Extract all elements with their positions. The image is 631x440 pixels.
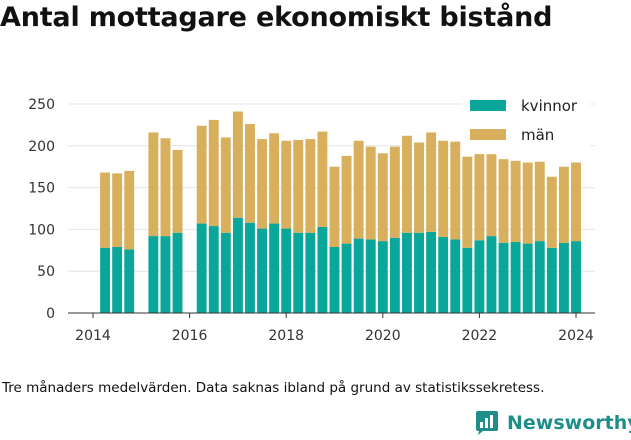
x-tick-label: 2018 bbox=[268, 328, 304, 344]
bar-kvinnor bbox=[474, 240, 485, 313]
bar-man bbox=[534, 161, 545, 242]
x-tick-label: 2024 bbox=[558, 328, 594, 344]
bar-man bbox=[498, 159, 509, 243]
bar-man bbox=[220, 137, 231, 233]
y-tick-label: 50 bbox=[37, 264, 55, 280]
bar-kvinnor bbox=[269, 223, 280, 313]
bar-man bbox=[172, 149, 183, 233]
y-tick-label: 200 bbox=[28, 139, 55, 155]
bar-man bbox=[317, 131, 328, 227]
bar-man bbox=[486, 154, 497, 237]
bar-kvinnor bbox=[558, 242, 569, 313]
bar-kvinnor bbox=[160, 236, 171, 313]
bar-man bbox=[160, 138, 171, 237]
bar-kvinnor bbox=[365, 239, 376, 313]
bar-kvinnor bbox=[281, 228, 292, 313]
chart-title: Antal mottagare ekonomiskt bistånd bbox=[0, 2, 553, 33]
bar-kvinnor bbox=[196, 223, 207, 313]
bar-kvinnor bbox=[172, 232, 183, 313]
bar-man bbox=[571, 162, 581, 242]
bar-man bbox=[293, 139, 304, 233]
bar-kvinnor bbox=[571, 241, 581, 313]
bar-kvinnor bbox=[389, 237, 400, 313]
bar-kvinnor bbox=[341, 243, 352, 313]
bar-man bbox=[148, 132, 159, 237]
bar-kvinnor bbox=[220, 232, 231, 313]
newsworthy-logo-icon bbox=[476, 411, 498, 435]
x-tick-label: 2022 bbox=[462, 328, 498, 344]
bar-man bbox=[269, 133, 280, 224]
bar-man bbox=[353, 140, 364, 239]
bar-man bbox=[558, 166, 569, 243]
bar-kvinnor bbox=[232, 217, 243, 313]
bar-man bbox=[474, 154, 485, 241]
bar-man bbox=[305, 139, 316, 233]
bar-kvinnor bbox=[305, 232, 316, 313]
brand-logo: Newsworthy bbox=[474, 406, 631, 440]
footnote: Tre månaders medelvärden. Data saknas ib… bbox=[2, 380, 545, 396]
bar-kvinnor bbox=[450, 239, 461, 313]
x-tick-label: 2016 bbox=[172, 328, 208, 344]
legend-label-kvinnor: kvinnor bbox=[521, 97, 578, 115]
bar-kvinnor bbox=[293, 232, 304, 313]
bar-man bbox=[402, 135, 412, 233]
bar-man bbox=[522, 162, 533, 244]
bar-man bbox=[462, 156, 473, 248]
bar-kvinnor bbox=[329, 246, 340, 313]
bar-man bbox=[232, 111, 243, 218]
x-tick-label: 2014 bbox=[75, 328, 111, 344]
y-tick-label: 250 bbox=[28, 97, 55, 113]
bar-kvinnor bbox=[486, 236, 497, 313]
bar-kvinnor bbox=[414, 232, 424, 313]
y-tick-label: 100 bbox=[28, 222, 55, 238]
bar-kvinnor bbox=[426, 231, 437, 313]
y-tick-label: 0 bbox=[46, 306, 55, 322]
bar-kvinnor bbox=[148, 236, 159, 313]
bar-kvinnor bbox=[534, 241, 545, 313]
bar-kvinnor bbox=[257, 228, 267, 313]
bar-man bbox=[245, 124, 255, 223]
legend-label-man: män bbox=[521, 126, 554, 144]
legend-swatch-kvinnor bbox=[470, 100, 506, 111]
bar-kvinnor bbox=[100, 247, 111, 313]
bar-kvinnor bbox=[438, 236, 449, 313]
bar-man bbox=[377, 153, 388, 242]
bar-man bbox=[438, 140, 449, 237]
bar-kvinnor bbox=[498, 242, 509, 313]
bar-kvinnor bbox=[317, 226, 328, 313]
bar-kvinnor bbox=[462, 247, 473, 313]
bar-man bbox=[281, 140, 292, 229]
y-tick-label: 150 bbox=[28, 181, 55, 197]
bar-man bbox=[196, 125, 207, 224]
x-tick-label: 2020 bbox=[365, 328, 401, 344]
bar-man bbox=[341, 155, 352, 244]
bar-man bbox=[208, 119, 219, 227]
bar-man bbox=[365, 146, 376, 240]
bar-man bbox=[546, 176, 557, 248]
brand-name: Newsworthy bbox=[507, 412, 631, 434]
bar-man bbox=[389, 146, 400, 238]
bar-man bbox=[450, 141, 461, 240]
bar-kvinnor bbox=[402, 232, 412, 313]
bar-kvinnor bbox=[112, 246, 123, 313]
bar-man bbox=[426, 132, 437, 232]
bar-kvinnor bbox=[245, 222, 255, 313]
bar-kvinnor bbox=[353, 238, 364, 313]
bar-kvinnor bbox=[124, 249, 135, 313]
bar-man bbox=[124, 170, 135, 250]
bar-man bbox=[510, 160, 521, 242]
bar-kvinnor bbox=[510, 241, 521, 313]
bar-man bbox=[112, 173, 123, 247]
bar-man bbox=[100, 172, 111, 248]
bar-kvinnor bbox=[546, 247, 557, 313]
bar-kvinnor bbox=[377, 241, 388, 313]
legend-swatch-man bbox=[470, 129, 506, 140]
bar-kvinnor bbox=[208, 226, 219, 313]
bar-man bbox=[329, 166, 340, 247]
bar-kvinnor bbox=[522, 243, 533, 313]
bar-man bbox=[257, 139, 267, 229]
bar-man bbox=[414, 142, 424, 233]
